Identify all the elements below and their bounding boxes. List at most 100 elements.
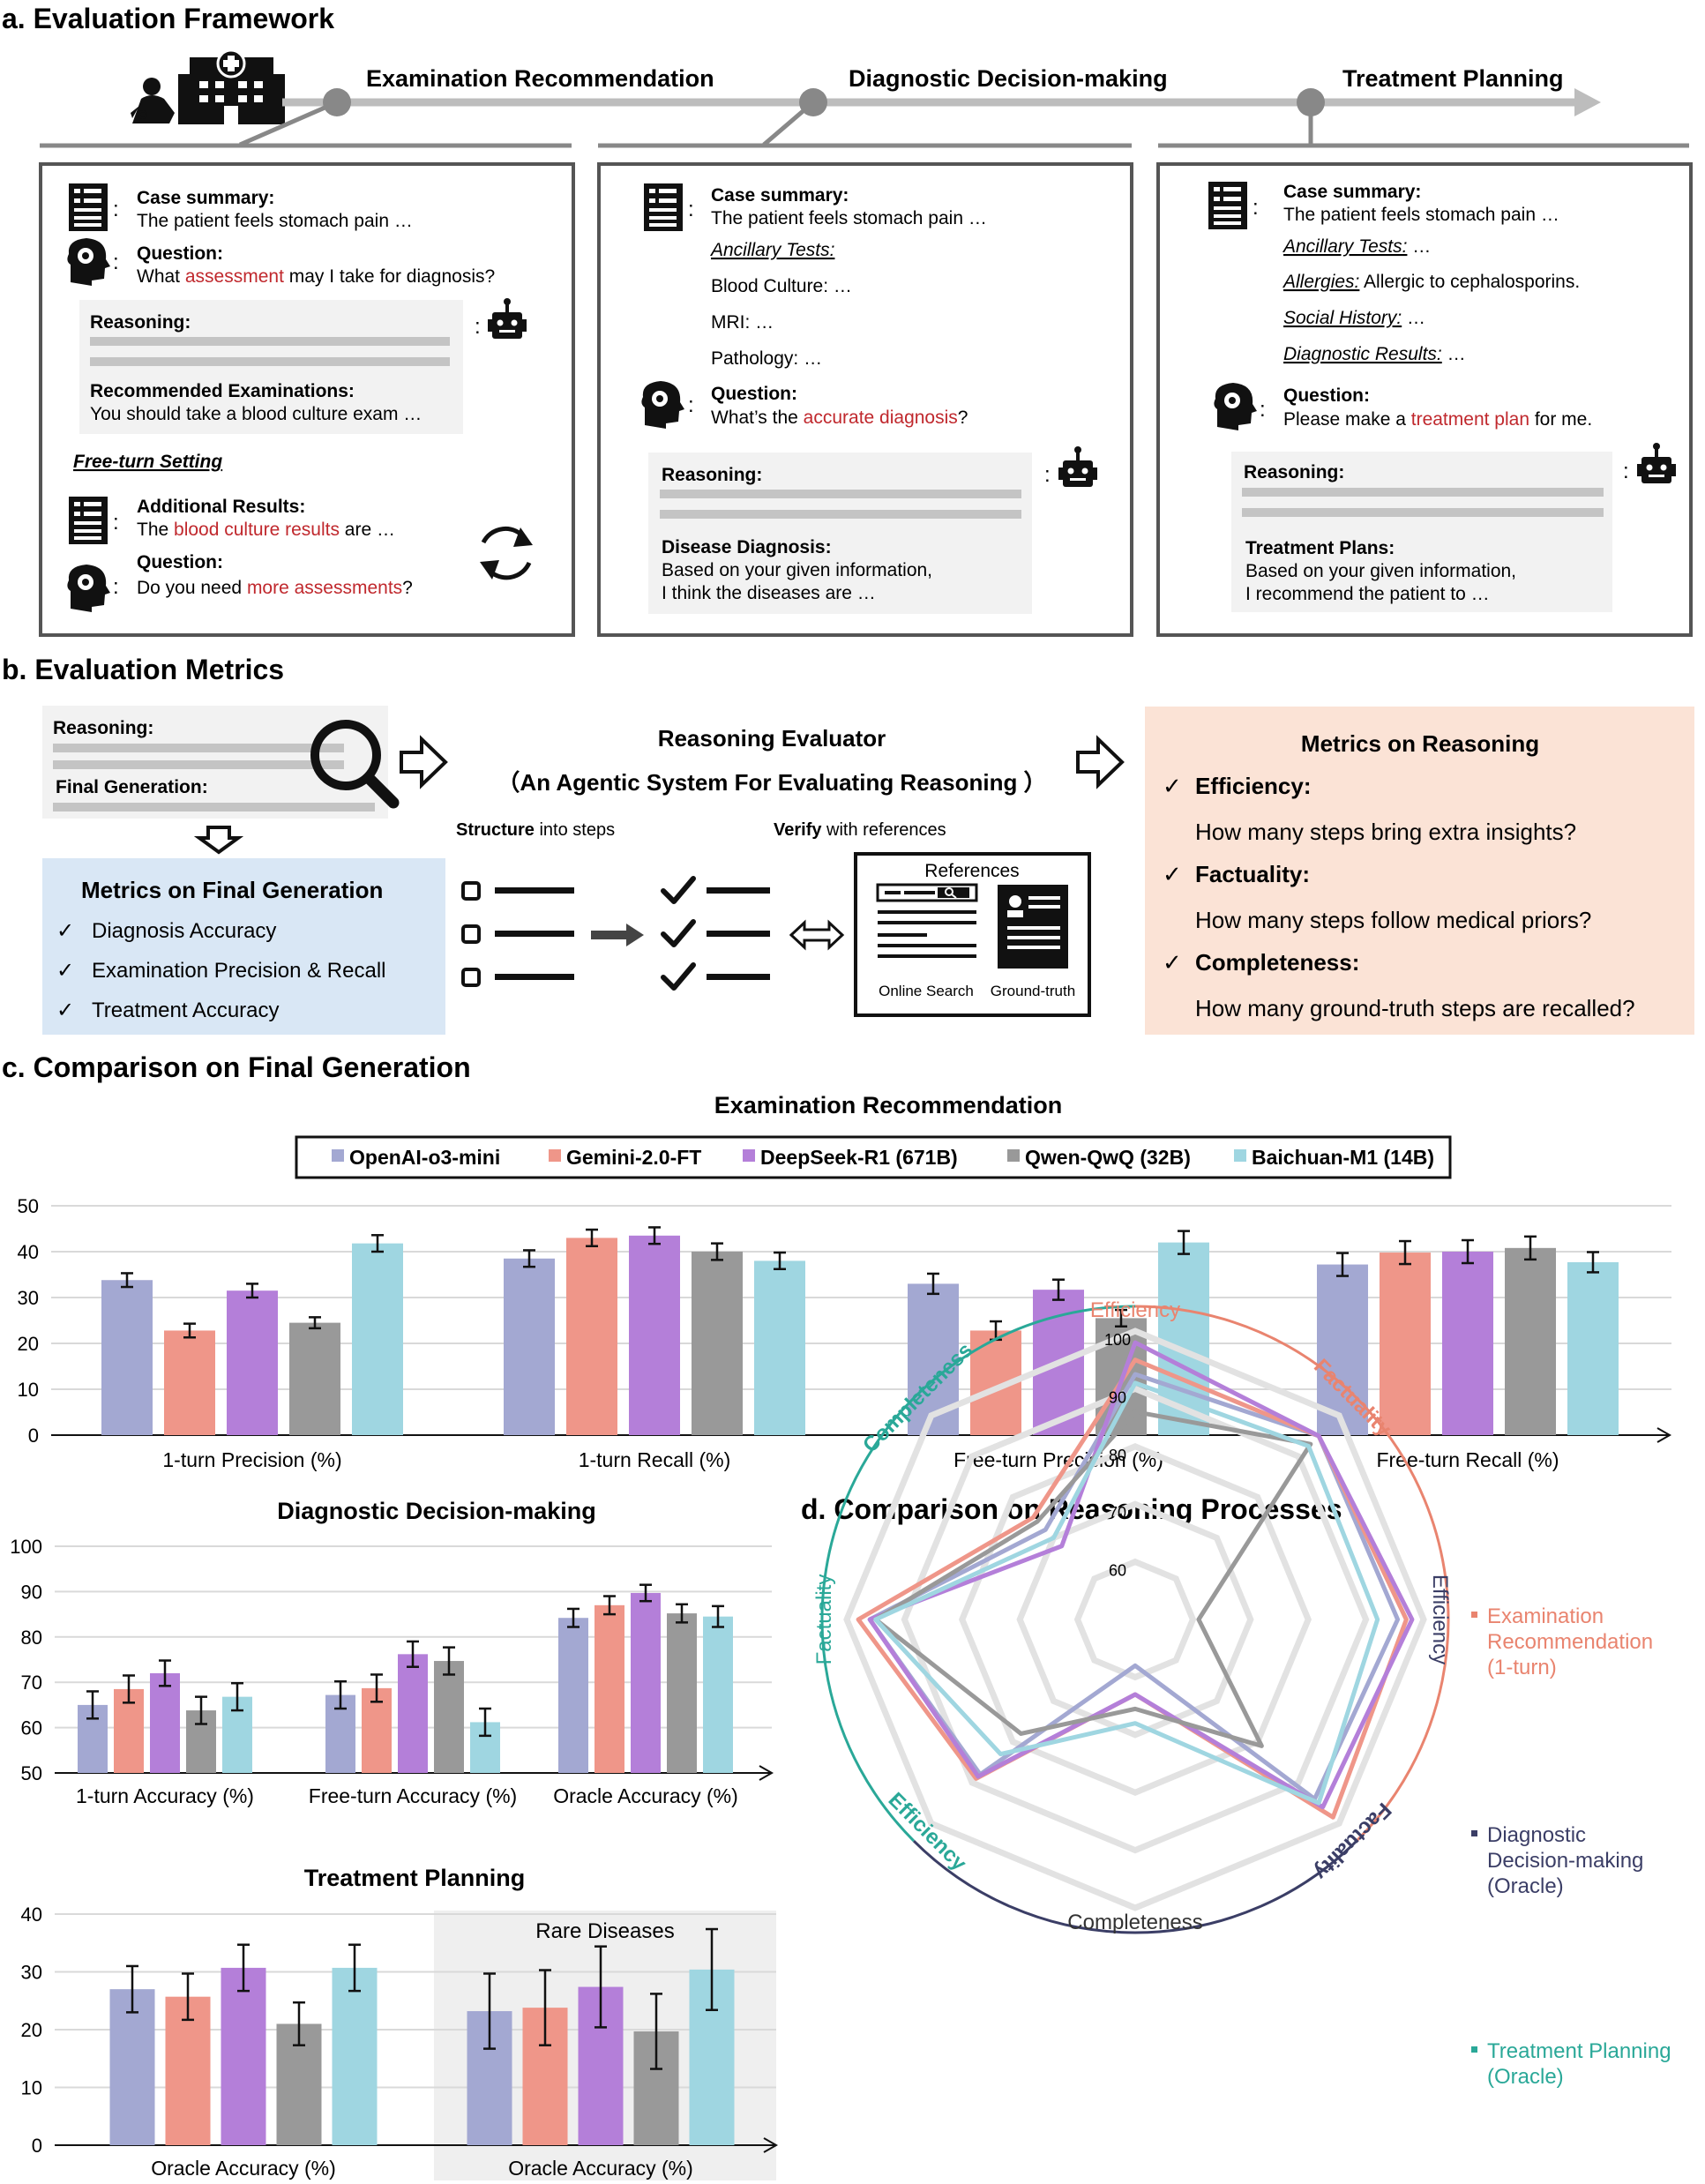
checkmark-icon: ✓ (56, 959, 74, 983)
exam-chart-title: Examination Recommendation (714, 1092, 1063, 1118)
case-summary-label: Case summary: (1283, 182, 1421, 202)
radar-group-label: (1-turn) (1487, 1656, 1557, 1679)
question-label: Question: (137, 552, 223, 572)
radar-group-label: (Oracle) (1487, 1874, 1564, 1898)
svg-text::: : (113, 575, 119, 599)
document-icon (69, 183, 108, 231)
y-tick-label: 70 (21, 1672, 42, 1694)
y-tick-label: 0 (28, 1425, 39, 1447)
metric-exam-precision-recall: Examination Precision & Recall (92, 959, 385, 983)
group-marker (1471, 1612, 1477, 1618)
reasoning-box (648, 453, 1032, 614)
ground-truth-label: Ground-truth (991, 983, 1075, 999)
question-label: Question: (137, 243, 223, 264)
radar-tick-label: 60 (1109, 1562, 1126, 1580)
document-icon (1208, 182, 1247, 229)
legend-label: Gemini-2.0-FT (566, 1146, 701, 1169)
radar-axis-label: Completeness (1067, 1911, 1202, 1934)
bar (558, 1618, 588, 1773)
question-label: Question: (711, 384, 797, 404)
checkmark-icon: ✓ (1163, 861, 1182, 887)
bar (703, 1616, 733, 1773)
browser-search-icon (876, 883, 978, 958)
stage-treat-label: Treatment Planning (1342, 65, 1564, 92)
checkmark-icon: ✓ (56, 999, 74, 1022)
metric-diagnosis-accuracy: Diagnosis Accuracy (92, 919, 276, 943)
final-metrics-list: ✓ Diagnosis Accuracy ✓ Examination Preci… (56, 919, 385, 1022)
steps-list-icon (461, 881, 574, 987)
arrow-right-icon (1076, 735, 1125, 789)
y-tick-label: 10 (18, 1379, 39, 1401)
radar-series-line (873, 1410, 1313, 1748)
question-text: Do you need more assessments? (137, 578, 413, 598)
metric-treatment-accuracy: Treatment Accuracy (92, 999, 280, 1022)
metrics-final-title: Metrics on Final Generation (81, 877, 383, 903)
x-category-label: 1-turn Precision (%) (162, 1448, 341, 1471)
y-tick-label: 50 (18, 1195, 39, 1217)
y-tick-label: 20 (21, 2019, 42, 2041)
svg-text::: : (113, 511, 119, 535)
bar (1567, 1261, 1619, 1435)
section-b-title: b. Evaluation Metrics (2, 654, 284, 685)
legend (295, 1135, 1452, 1179)
bar (629, 1235, 680, 1435)
arrow-down-icon (193, 826, 244, 855)
checked-steps-icon (661, 876, 770, 991)
free-turn-setting-label: Free-turn Setting (73, 452, 222, 472)
refresh-icon (480, 526, 533, 580)
ground-truth-document-icon (998, 885, 1068, 969)
metric-completeness-question: How many ground-truth steps are recalled… (1195, 995, 1635, 1021)
arrow-right-icon (400, 735, 448, 789)
radar-series-line (867, 1340, 1415, 1810)
bar (398, 1654, 428, 1773)
references-label: References (924, 861, 1019, 881)
reasoning-label: Reasoning: (1244, 462, 1344, 482)
arrow-right-icon (591, 924, 644, 946)
metrics-reasoning-box (1145, 707, 1694, 1035)
metric-efficiency-name: Efficiency: (1195, 773, 1312, 799)
radar-group-label: Decision-making (1487, 1849, 1643, 1873)
hospital-icon (178, 49, 285, 124)
x-category-label: Oracle Accuracy (%) (508, 2157, 693, 2180)
x-category-label: 1-turn Recall (%) (579, 1448, 731, 1471)
y-tick-label: 40 (18, 1241, 39, 1263)
question-text: What’s the accurate diagnosis? (711, 408, 968, 428)
y-tick-label: 50 (21, 1762, 42, 1784)
bar (566, 1238, 617, 1435)
radar-axis-label: Factuality (812, 1574, 836, 1665)
radar-tick-label: 80 (1109, 1447, 1126, 1464)
treatment-plans-label: Treatment Plans: (1245, 538, 1395, 558)
x-category-label: Free-turn Accuracy (%) (309, 1784, 517, 1807)
question-text: What assessment may I take for diagnosis… (137, 266, 495, 287)
recommended-exams-text: You should take a blood culture exam … (90, 404, 422, 424)
legend-label: DeepSeek-R1 (671B) (760, 1146, 958, 1169)
diagnostic-results-line: Diagnostic Results: … (1283, 344, 1466, 364)
reasoning-label: Reasoning: (90, 312, 191, 333)
reasoning-box (79, 300, 463, 434)
y-tick-label: 100 (10, 1536, 42, 1558)
y-tick-label: 90 (21, 1581, 42, 1603)
user-head-icon (641, 381, 684, 429)
radar-tick-label: 90 (1109, 1388, 1126, 1406)
document-icon (69, 497, 108, 544)
stage-exam-label: Examination Recommendation (366, 65, 714, 92)
question-label: Question: (1283, 385, 1370, 406)
user-head-icon (67, 238, 110, 286)
diagnosis-bar-chart: 50 60 70 80 90 100 1-turn Accuracy (%) Free-tur… (10, 1536, 774, 1807)
svg-text::: : (1044, 463, 1051, 487)
bar (150, 1672, 180, 1773)
section-a-title: a. Evaluation Framework (2, 3, 334, 34)
group-marker (1471, 2046, 1477, 2053)
treatment-text-line2: I recommend the patient to … (1245, 584, 1490, 604)
metric-factuality-question: How many steps follow medical priors? (1195, 907, 1591, 933)
treat-chart-title: Treatment Planning (304, 1865, 526, 1891)
radar-group-label: Diagnostic (1487, 1823, 1586, 1847)
checkmark-icon: ✓ (1163, 773, 1182, 799)
legend-label: OpenAI-o3-mini (349, 1146, 500, 1169)
allergies-line: Allergies: Allergic to cephalosporins. (1282, 272, 1580, 292)
x-axis-arrow (763, 2137, 779, 2153)
additional-results-text: The blood culture results are … (137, 520, 395, 540)
robot-icon (1058, 446, 1097, 487)
y-tick-label: 20 (18, 1333, 39, 1355)
